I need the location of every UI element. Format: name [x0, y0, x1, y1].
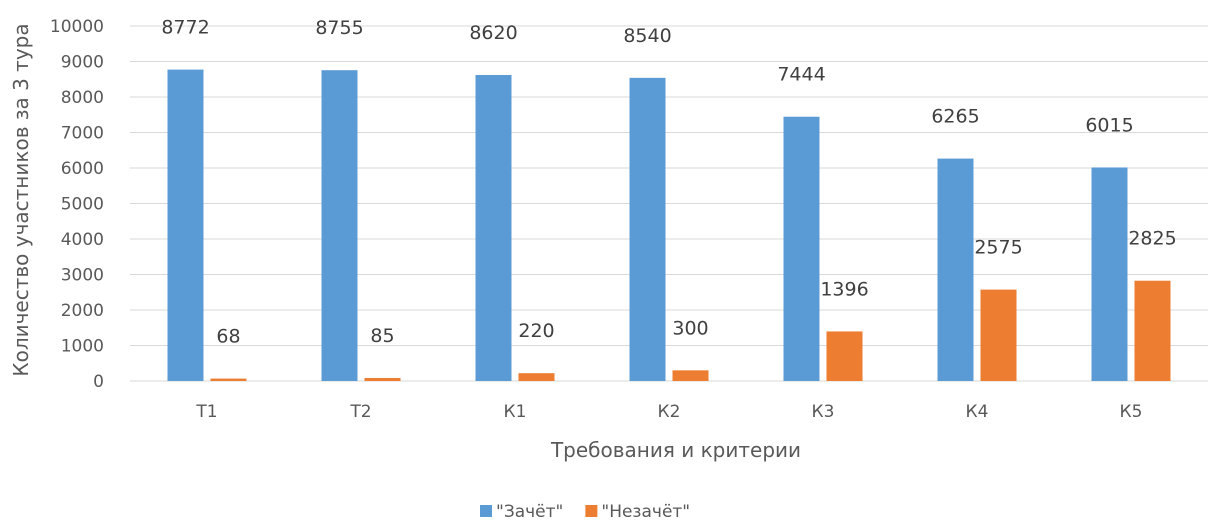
data-label: 1396 [820, 278, 868, 300]
data-label: 7444 [777, 64, 825, 86]
x-tick-label: К1 [504, 402, 527, 422]
x-tick-label: К3 [812, 402, 835, 422]
data-label: 8620 [469, 22, 517, 44]
data-label: 2825 [1128, 228, 1176, 250]
y-tick-label: 0 [93, 372, 104, 392]
x-tick-label: К5 [1120, 402, 1143, 422]
data-label: 8772 [161, 17, 209, 39]
y-tick-label: 6000 [61, 159, 104, 179]
data-label: 6265 [931, 106, 979, 128]
y-tick-label: 2000 [61, 301, 104, 321]
bar-nezachet [1134, 280, 1171, 381]
gridlines [130, 25, 1208, 346]
y-tick-label: 4000 [61, 230, 104, 250]
data-label: 2575 [974, 237, 1022, 259]
bar-nezachet [826, 331, 863, 381]
data-label: 8540 [623, 25, 671, 47]
bar-zachet [937, 158, 974, 381]
bar-zachet [321, 70, 358, 381]
y-tick-label: 8000 [61, 88, 104, 108]
y-tick-label: 5000 [61, 195, 104, 215]
y-tick-label: 9000 [61, 53, 104, 73]
y-axis-ticks: 0 1000 2000 3000 4000 5000 6000 7000 8000 9000 100… [50, 17, 104, 392]
bars [167, 69, 1171, 382]
data-label: 300 [672, 317, 708, 339]
x-axis-title: Требования и критерии [550, 438, 801, 462]
bar-zachet [1091, 167, 1128, 381]
bar-nezachet [210, 378, 247, 381]
bar-nezachet [672, 370, 709, 381]
legend: "Зачёт" "Незачёт" [480, 502, 690, 522]
y-tick-label: 10000 [50, 17, 104, 37]
legend-swatch [585, 505, 598, 517]
data-label: 68 [216, 326, 240, 348]
data-labels: 8772 68 8755 85 8620 220 8540 300 7444 1396 6265 25… [161, 17, 1176, 348]
bar-nezachet [364, 377, 401, 381]
y-tick-label: 1000 [61, 337, 104, 357]
x-tick-label: К4 [966, 402, 989, 422]
bar-zachet [629, 77, 666, 381]
data-label: 220 [518, 320, 554, 342]
bar-zachet [475, 74, 512, 382]
bar-zachet [783, 116, 820, 381]
y-axis-title: Количество участников за 3 тура [9, 23, 33, 376]
x-tick-label: Т1 [195, 402, 217, 422]
x-tick-label: Т2 [349, 402, 371, 422]
legend-label: "Зачёт" [496, 502, 563, 522]
bar-zachet [167, 69, 204, 382]
bar-nezachet [980, 289, 1017, 381]
y-tick-label: 7000 [61, 124, 104, 144]
x-tick-label: К2 [658, 402, 681, 422]
bar-nezachet [518, 373, 555, 381]
data-label: 6015 [1085, 114, 1133, 136]
data-label: 85 [370, 325, 394, 347]
y-tick-label: 3000 [61, 266, 104, 286]
data-label: 8755 [315, 17, 363, 39]
x-axis-ticks: Т1 Т2 К1 К2 К3 К4 К5 [195, 402, 1142, 422]
legend-label: "Незачёт" [601, 502, 690, 522]
legend-swatch [480, 505, 492, 517]
